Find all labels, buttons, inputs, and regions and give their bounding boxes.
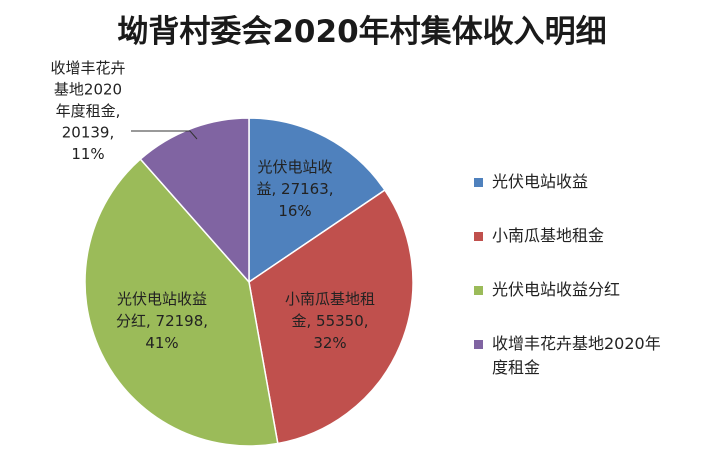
- chart-title: 坳背村委会2020年村集体收入明细: [117, 14, 607, 50]
- legend-label: 光伏电站收益: [492, 172, 589, 191]
- legend-label: 光伏电站收益分红: [492, 280, 621, 299]
- slice-data-label: 光伏电站收益分红, 72198, 41%: [116, 290, 208, 352]
- legend-label: 收增丰花卉基地2020年: [492, 334, 661, 353]
- pie-slice: [84, 158, 279, 447]
- pie-slice: [139, 117, 250, 284]
- legend-label: 小南瓜基地租金: [492, 226, 605, 245]
- legend-swatch: [474, 232, 483, 241]
- legend-item: 光伏电站收益分红: [474, 278, 704, 302]
- slice-data-label: 光伏电站收益, 27163, 16%: [256, 158, 333, 220]
- pie-slice: [248, 189, 414, 445]
- legend-swatch: [474, 178, 483, 187]
- legend-item: 光伏电站收益: [474, 170, 704, 194]
- legend-swatch: [474, 340, 483, 349]
- chart-legend: 光伏电站收益 小南瓜基地租金 光伏电站收益分红收增丰花卉基地2020年 度租金: [474, 170, 704, 410]
- pie-slice: [248, 117, 386, 284]
- label-leader-line: [131, 130, 198, 140]
- legend-swatch: [474, 286, 483, 295]
- slice-data-label: 收增丰花卉基地2020 年度租金, 20139, 11%: [50, 59, 125, 163]
- legend-label: 度租金: [492, 358, 541, 377]
- legend-item: 收增丰花卉基地2020年 度租金: [474, 332, 704, 380]
- slice-data-label: 小南瓜基地租金, 55350, 32%: [285, 290, 375, 352]
- legend-item: 小南瓜基地租金: [474, 224, 704, 248]
